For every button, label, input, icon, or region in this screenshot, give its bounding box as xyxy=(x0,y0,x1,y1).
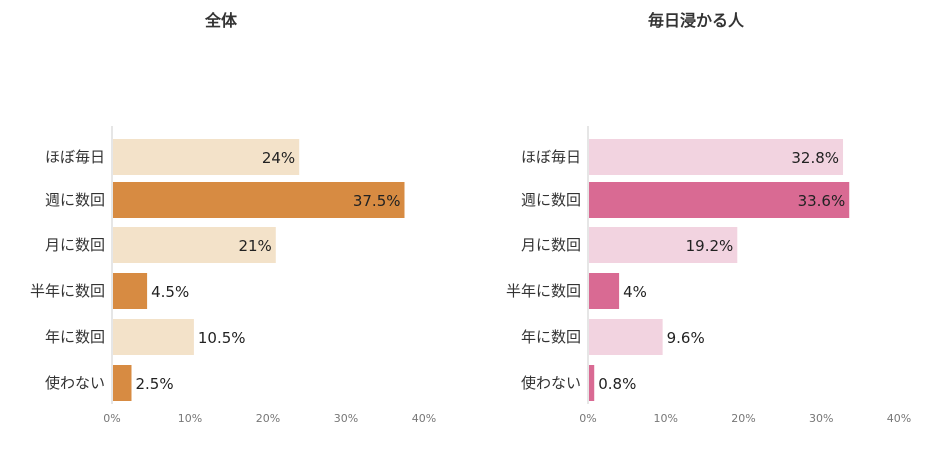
category-label: ほぼ毎日 xyxy=(45,148,105,166)
bar xyxy=(113,273,148,309)
x-tick-label: 0% xyxy=(103,412,120,425)
value-label: 2.5% xyxy=(136,375,174,393)
category-label: 使わない xyxy=(521,374,581,392)
bar xyxy=(589,365,595,401)
value-label: 4% xyxy=(623,283,647,301)
value-label: 0.8% xyxy=(598,375,636,393)
category-label: 月に数回 xyxy=(521,236,581,254)
value-label: 19.2% xyxy=(686,237,734,255)
chart-title: 全体 xyxy=(204,11,238,30)
value-label: 21% xyxy=(238,237,271,255)
chart-title: 毎日浸かる人 xyxy=(648,11,745,30)
value-label: 10.5% xyxy=(198,329,246,347)
value-label: 37.5% xyxy=(353,192,401,210)
category-label: 週に数回 xyxy=(521,191,581,209)
bar xyxy=(589,319,663,355)
category-label: 半年に数回 xyxy=(30,282,105,300)
bar xyxy=(589,139,844,175)
value-label: 9.6% xyxy=(667,329,705,347)
category-label: 年に数回 xyxy=(521,328,581,346)
x-tick-label: 10% xyxy=(178,412,202,425)
x-tick-label: 0% xyxy=(579,412,596,425)
category-label: 年に数回 xyxy=(45,328,105,346)
category-label: 半年に数回 xyxy=(506,282,581,300)
bar xyxy=(589,227,738,263)
x-tick-label: 30% xyxy=(809,412,833,425)
value-label: 24% xyxy=(262,149,295,167)
value-label: 33.6% xyxy=(798,192,846,210)
category-label: 月に数回 xyxy=(45,236,105,254)
x-tick-label: 10% xyxy=(654,412,678,425)
category-label: 使わない xyxy=(45,374,105,392)
x-tick-label: 40% xyxy=(412,412,436,425)
bar xyxy=(589,182,850,218)
value-label: 4.5% xyxy=(151,283,189,301)
x-tick-label: 30% xyxy=(334,412,358,425)
x-tick-label: 20% xyxy=(256,412,280,425)
category-label: ほぼ毎日 xyxy=(521,148,581,166)
bar xyxy=(589,273,620,309)
bar xyxy=(113,182,405,218)
x-tick-label: 40% xyxy=(887,412,911,425)
x-tick-label: 20% xyxy=(731,412,755,425)
bar xyxy=(113,227,276,263)
bar xyxy=(113,139,300,175)
bar xyxy=(113,319,194,355)
value-label: 32.8% xyxy=(791,149,839,167)
bar xyxy=(113,365,132,401)
category-label: 週に数回 xyxy=(45,191,105,209)
